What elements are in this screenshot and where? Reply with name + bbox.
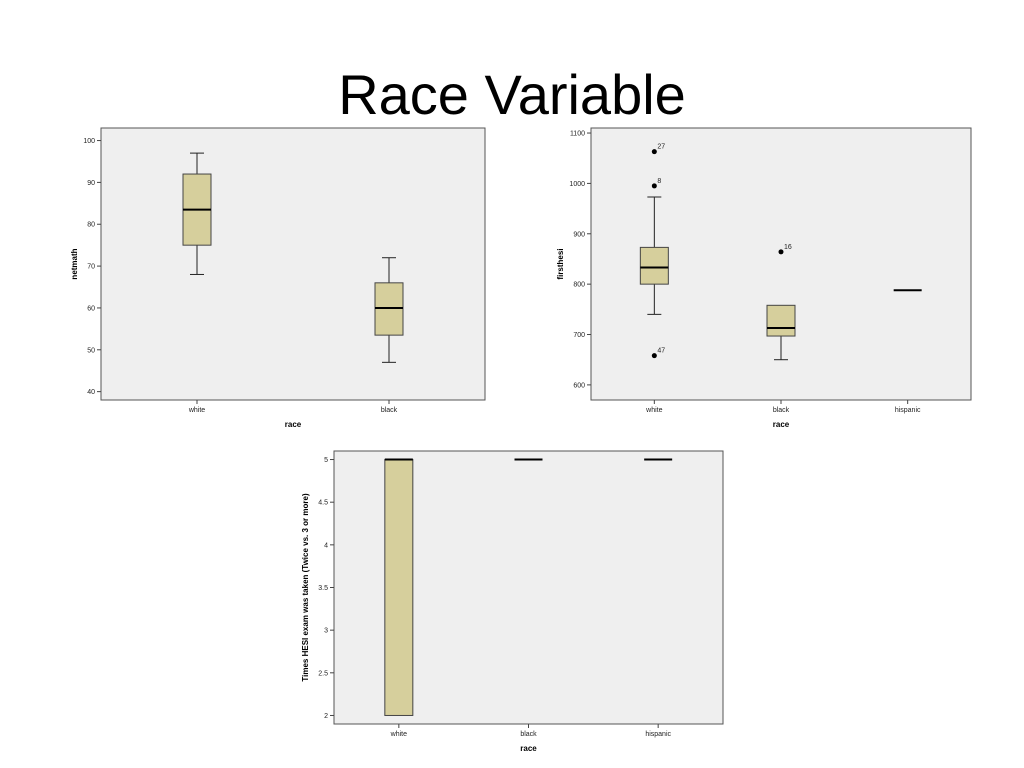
y-tick-label: 3 xyxy=(324,628,328,635)
box-white xyxy=(182,152,212,275)
x-axis-title: race xyxy=(285,420,302,429)
x-tick-label: hispanic xyxy=(645,731,671,738)
y-axis-title: firsthesi xyxy=(556,248,565,279)
y-tick-label: 600 xyxy=(573,382,585,389)
x-tick-label: black xyxy=(381,407,398,414)
box-white xyxy=(384,458,414,716)
y-tick-label: 70 xyxy=(87,264,95,271)
y-axis-title: netmath xyxy=(70,248,79,279)
x-tick-label: white xyxy=(645,407,662,414)
slide-title: Race Variable xyxy=(338,63,686,126)
x-tick-label: black xyxy=(773,407,790,414)
outlier-point xyxy=(651,183,657,189)
outlier-label: 16 xyxy=(784,244,792,251)
iqr-box xyxy=(384,459,414,716)
y-tick-label: 2.5 xyxy=(318,670,328,677)
y-tick-label: 5 xyxy=(324,457,328,464)
plot-area xyxy=(100,127,486,401)
x-axis-title: race xyxy=(773,420,790,429)
box-white: 27 8 47 xyxy=(639,144,669,359)
y-tick-label: 40 xyxy=(87,389,95,396)
y-tick-label: 700 xyxy=(573,332,585,339)
y-tick-label: 100 xyxy=(83,138,95,145)
box-black xyxy=(374,257,404,363)
outlier-point xyxy=(778,249,784,255)
iqr-box xyxy=(766,304,796,337)
y-tick-label: 50 xyxy=(87,347,95,354)
outlier-label: 8 xyxy=(657,178,661,185)
outlier-point xyxy=(651,149,657,155)
y-tick-label: 4 xyxy=(324,542,328,549)
outlier-label: 27 xyxy=(657,144,665,151)
outlier-point xyxy=(651,353,657,359)
outlier-label: 47 xyxy=(657,348,665,355)
y-axis-title: Times HESI exam was taken (Twice vs. 3 o… xyxy=(301,493,310,682)
y-tick-label: 4.5 xyxy=(318,500,328,507)
y-tick-label: 1100 xyxy=(570,131,585,138)
x-tick-label: hispanic xyxy=(895,407,921,414)
iqr-box xyxy=(374,282,404,336)
y-tick-label: 90 xyxy=(87,180,95,187)
y-tick-label: 60 xyxy=(87,305,95,312)
box-black: 16 xyxy=(766,244,796,361)
netmath-boxplot: 40 50 60 70 80 90 100 white black race netmath xyxy=(70,127,486,429)
y-tick-label: 1000 xyxy=(569,181,585,188)
y-tick-label: 80 xyxy=(87,222,95,229)
times-hesi-boxplot: 2 2.5 3 3.5 4 4.5 5 white black hispanic race Times… xyxy=(301,450,724,753)
x-tick-label: white xyxy=(390,731,407,738)
x-axis-title: race xyxy=(520,744,537,753)
y-tick-label: 3.5 xyxy=(318,585,328,592)
iqr-box xyxy=(639,246,669,285)
firsthesi-boxplot: 600 700 800 900 1000 1100 white black hispanic ra… xyxy=(556,127,972,429)
x-tick-label: black xyxy=(520,731,537,738)
y-tick-label: 800 xyxy=(573,282,585,289)
y-tick-label: 900 xyxy=(573,231,585,238)
x-tick-label: white xyxy=(188,407,205,414)
y-tick-label: 2 xyxy=(324,713,328,720)
